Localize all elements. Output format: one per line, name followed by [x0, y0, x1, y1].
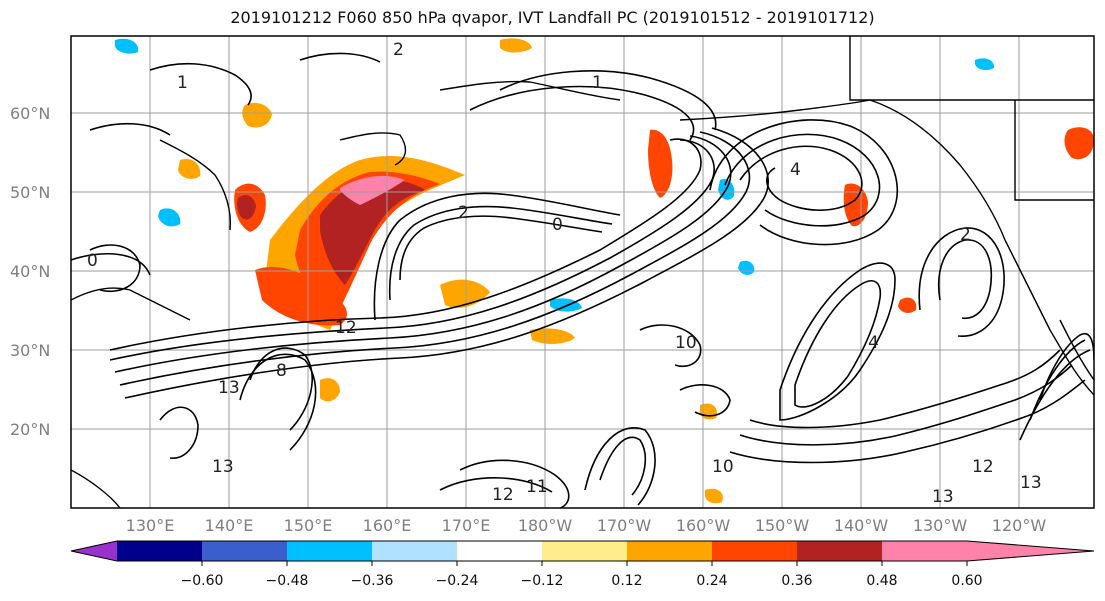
colorbar-over-arrow: [967, 541, 1094, 561]
lon-label: 120°W: [991, 516, 1047, 535]
colorbar-swatch: [202, 541, 287, 561]
contour-label: 0: [552, 215, 563, 235]
colorbar-swatch: [627, 541, 712, 561]
lat-label: 50°N: [10, 183, 51, 202]
colorbar-swatch: [882, 541, 967, 561]
lon-label: 170°E: [441, 516, 491, 535]
contour-label: 1: [177, 73, 188, 93]
lon-label: 130°W: [912, 516, 968, 535]
map-frame: [70, 35, 1095, 509]
lat-label: 20°N: [10, 420, 51, 439]
colorbar-tick-label: 0.36: [781, 573, 813, 589]
contour-label: 13: [218, 378, 240, 398]
colorbar-swatch: [117, 541, 202, 561]
contour-label: 4: [868, 333, 879, 353]
contour-label: 13: [1020, 473, 1042, 493]
colorbar-tick-label: −0.36: [350, 573, 394, 589]
lon-label: 160°E: [362, 516, 412, 535]
contour-label: 11: [526, 477, 548, 497]
coastlines: [71, 36, 1094, 508]
colorbar-tick-label: 0.60: [951, 573, 983, 589]
lon-label: 160°W: [675, 516, 731, 535]
lat-label: 30°N: [10, 341, 51, 360]
lon-label: 140°E: [204, 516, 254, 535]
colorbar-tick-label: −0.60: [180, 573, 224, 589]
contour-label: 2: [458, 203, 469, 223]
colorbar-swatch: [712, 541, 797, 561]
contour-label: 2: [393, 40, 404, 60]
colorbar-tick-label: 0.12: [611, 573, 643, 589]
colorbar-under-arrow: [71, 541, 117, 561]
lon-label: 150°E: [283, 516, 333, 535]
lon-label: 140°W: [833, 516, 889, 535]
contour-label: 13: [932, 487, 954, 507]
contour-label: 0: [87, 251, 98, 271]
colorbar-tick-label: −0.24: [435, 573, 479, 589]
colorbar-tick-label: −0.12: [520, 573, 564, 589]
colorbar-tick-label: 0.48: [866, 573, 898, 589]
colorbar-tick-label: 0.24: [696, 573, 728, 589]
lon-label: 150°W: [754, 516, 810, 535]
contour-label: 12: [335, 318, 357, 338]
colorbar-swatch: [797, 541, 882, 561]
colorbar-swatch: [457, 541, 542, 561]
lat-label: 60°N: [10, 104, 51, 123]
contour-label: 10: [712, 457, 734, 477]
contour-labels: 2 1 0 4 2 0 1 2 12 13 10 13 12 11 10 13 …: [87, 40, 1042, 507]
contour-label: 12: [972, 457, 994, 477]
map-content: 2 1 0 4 2 0 1 2 12 13 10 13 12 11 10 13 …: [71, 36, 1094, 508]
lon-label: 130°E: [125, 516, 175, 535]
colorbar: [70, 540, 1095, 566]
colorbar-swatch: [287, 541, 372, 561]
colorbar-tick-label: −0.48: [265, 573, 309, 589]
qvapor-shading: [115, 38, 1094, 504]
colorbar-swatch: [542, 541, 627, 561]
lon-label: 170°W: [596, 516, 652, 535]
contour-label: 12: [492, 485, 514, 505]
contour-label: 2: [960, 225, 971, 245]
ivt-contours: [71, 52, 1094, 508]
figure-title: 2019101212 F060 850 hPa qvapor, IVT Land…: [230, 8, 875, 27]
colorbar-swatch: [372, 541, 457, 561]
contour-label: 10: [675, 333, 697, 353]
lat-label: 40°N: [10, 262, 51, 281]
contour-label: 4: [790, 160, 801, 180]
contour-label: 1: [592, 73, 603, 93]
contour-label: 8: [276, 361, 287, 381]
lon-label: 180°W: [517, 516, 573, 535]
contour-label: 13: [212, 457, 234, 477]
